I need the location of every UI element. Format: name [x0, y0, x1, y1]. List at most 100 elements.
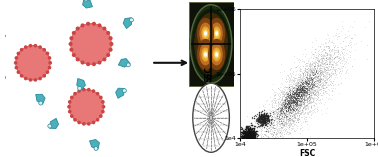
Point [301, 85, 307, 87]
Point [281, 94, 287, 97]
Point [242, 130, 248, 133]
Point [309, 41, 315, 44]
Point [289, 112, 295, 114]
Circle shape [209, 115, 212, 121]
Point [281, 94, 287, 97]
Point [282, 107, 288, 109]
Point [321, 48, 327, 50]
Point [299, 88, 305, 90]
Point [263, 117, 269, 120]
Point [250, 134, 256, 136]
Point [286, 92, 292, 95]
Point [296, 90, 302, 93]
Point [306, 99, 312, 101]
Point [283, 117, 289, 120]
Point [282, 92, 288, 95]
Point [271, 103, 277, 106]
Point [310, 97, 316, 99]
Point [306, 99, 312, 101]
Point [245, 131, 251, 133]
Point [307, 90, 313, 93]
Point [287, 98, 293, 101]
Point [298, 93, 304, 96]
Point [295, 80, 301, 83]
Point [292, 98, 298, 101]
Point [254, 121, 260, 124]
Circle shape [102, 106, 105, 108]
Point [285, 121, 291, 123]
Point [253, 130, 259, 132]
Circle shape [15, 67, 17, 69]
Point [273, 133, 279, 135]
Point [310, 81, 316, 83]
Point [265, 131, 271, 133]
Point [260, 115, 266, 118]
Point [267, 112, 273, 114]
Point [282, 102, 288, 104]
Point [311, 92, 318, 95]
Point [285, 109, 291, 112]
Point [246, 137, 253, 139]
Point [249, 136, 256, 139]
Point [299, 96, 305, 98]
Point [259, 116, 265, 119]
Point [268, 128, 274, 130]
Point [243, 126, 249, 129]
Point [300, 76, 306, 79]
Point [311, 73, 317, 75]
Point [294, 91, 300, 94]
Point [287, 93, 293, 96]
Point [299, 82, 305, 85]
Point [269, 87, 275, 90]
Point [297, 81, 303, 84]
Point [294, 104, 300, 106]
Point [312, 47, 318, 50]
Point [276, 128, 282, 130]
Point [245, 135, 251, 137]
Point [316, 78, 322, 81]
Point [325, 67, 331, 69]
Point [242, 133, 248, 136]
Point [258, 119, 264, 122]
Point [248, 134, 254, 137]
Point [318, 73, 324, 75]
Point [292, 102, 298, 104]
Point [304, 88, 310, 90]
Point [294, 93, 300, 95]
Point [312, 111, 318, 113]
Point [286, 117, 292, 119]
Point [311, 81, 317, 84]
Point [336, 35, 342, 38]
Point [292, 98, 298, 101]
Point [267, 118, 273, 121]
Point [311, 73, 317, 75]
Point [323, 45, 329, 48]
Point [285, 119, 291, 121]
Point [311, 86, 317, 89]
Point [304, 71, 310, 73]
Point [301, 98, 307, 101]
Point [290, 90, 296, 92]
Point [285, 94, 291, 97]
Point [305, 97, 311, 100]
Point [331, 68, 337, 70]
Point [292, 116, 298, 119]
Point [279, 108, 285, 111]
Point [268, 109, 274, 112]
Point [309, 72, 315, 74]
Point [246, 134, 252, 136]
Point [290, 92, 296, 95]
Point [303, 96, 309, 98]
Point [292, 100, 298, 103]
Point [306, 83, 312, 86]
Point [344, 72, 350, 75]
Circle shape [17, 71, 20, 73]
Point [285, 106, 291, 108]
Point [329, 64, 335, 66]
Point [297, 83, 303, 85]
Point [259, 119, 265, 121]
Point [315, 60, 321, 62]
Point [243, 125, 249, 128]
Point [292, 100, 298, 103]
Point [334, 69, 340, 71]
